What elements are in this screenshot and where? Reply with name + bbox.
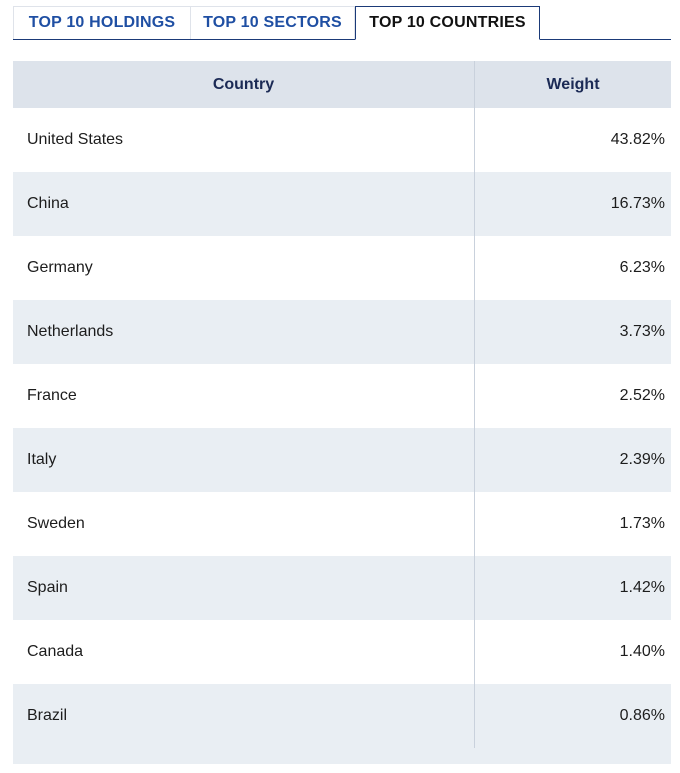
table-footer-strip	[13, 748, 671, 764]
country-cell: Canada	[13, 620, 475, 684]
table-row: Germany 6.23%	[13, 236, 671, 300]
country-cell: Spain	[13, 556, 475, 620]
table-row: Netherlands 3.73%	[13, 300, 671, 364]
tab-top-10-countries[interactable]: TOP 10 COUNTRIES	[355, 6, 540, 40]
weight-cell: 2.52%	[619, 387, 665, 404]
table-row: Canada 1.40%	[13, 620, 671, 684]
table-body: United States 43.82% China 16.73% German…	[13, 108, 671, 748]
table-row: Italy 2.39%	[13, 428, 671, 492]
weight-cell: 0.86%	[619, 707, 665, 724]
country-cell: Netherlands	[13, 300, 475, 364]
table-header: Country Weight	[13, 61, 671, 108]
column-header-country: Country	[13, 61, 475, 108]
weight-cell: 1.42%	[619, 579, 665, 596]
tab-top-10-sectors[interactable]: TOP 10 SECTORS	[191, 6, 355, 39]
weight-cell: 1.73%	[619, 515, 665, 532]
table-row: Sweden 1.73%	[13, 492, 671, 556]
country-cell: Germany	[13, 236, 475, 300]
country-cell: Brazil	[13, 684, 475, 748]
country-cell: France	[13, 364, 475, 428]
column-header-weight: Weight	[546, 75, 600, 93]
country-cell: China	[13, 172, 475, 236]
table-row: Spain 1.42%	[13, 556, 671, 620]
country-cell: United States	[13, 108, 475, 172]
weight-cell: 6.23%	[619, 259, 665, 276]
weight-cell: 3.73%	[619, 323, 665, 340]
tab-bar: TOP 10 HOLDINGS TOP 10 SECTORS TOP 10 CO…	[13, 6, 671, 40]
table-row: United States 43.82%	[13, 108, 671, 172]
countries-table: Country Weight United States 43.82% Chin…	[13, 61, 671, 748]
country-cell: Italy	[13, 428, 475, 492]
weight-cell: 1.40%	[619, 643, 665, 660]
country-cell: Sweden	[13, 492, 475, 556]
weight-cell: 16.73%	[610, 195, 665, 212]
weight-cell: 2.39%	[619, 451, 665, 468]
table-row: Brazil 0.86%	[13, 684, 671, 748]
table-row: China 16.73%	[13, 172, 671, 236]
table-row: France 2.52%	[13, 364, 671, 428]
tab-top-10-holdings[interactable]: TOP 10 HOLDINGS	[13, 6, 191, 39]
tab-bar-underline	[13, 39, 671, 40]
weight-cell: 43.82%	[610, 131, 665, 148]
